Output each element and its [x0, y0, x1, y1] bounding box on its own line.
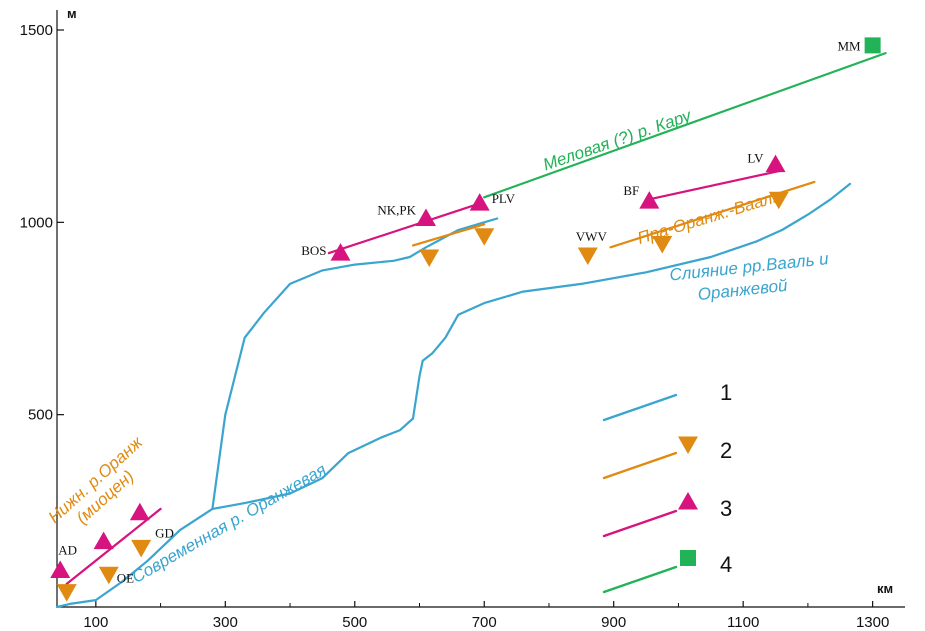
site-label: NK,PK: [377, 202, 416, 217]
x-tick-label: 900: [601, 614, 626, 631]
marker-triangle-up: [469, 193, 490, 211]
axes: 500 1000 1500 100 300 500 700 900 1100 1300 м км: [20, 6, 905, 631]
marker-triangle-up: [129, 502, 150, 521]
series-line-nk_plv: [327, 202, 483, 255]
legend-line: [602, 451, 678, 480]
x-tick-label: 700: [472, 614, 497, 631]
y-tick-label: 1000: [20, 214, 53, 231]
x-tick-label: 100: [83, 614, 108, 631]
marker-triangle-down: [419, 249, 440, 267]
site-label: GD: [155, 525, 174, 540]
marker-triangle-up: [93, 531, 114, 550]
x-tick-label: 500: [342, 614, 367, 631]
series-line-modern_orange: [55, 182, 852, 609]
marker-triangle-down: [131, 539, 152, 558]
legend-label: 1: [720, 380, 732, 405]
x-tick-label: 1300: [856, 614, 889, 631]
y-axis-unit: м: [67, 6, 77, 21]
marker-triangle-up: [50, 560, 71, 578]
series-line-pra_orange_vaal_magenta: [648, 169, 784, 201]
y-tick-label: 500: [28, 407, 53, 424]
marker-triangle-up: [639, 191, 660, 209]
marker-triangle-down: [577, 247, 598, 266]
site-label: PLV: [492, 191, 516, 206]
marker-triangle-up: [330, 243, 351, 261]
marker-triangle-down: [474, 228, 495, 246]
marker-square: [864, 37, 881, 54]
series-line-branch_upper: [211, 217, 499, 510]
legend-line: [602, 509, 678, 538]
marker-triangle-down: [98, 566, 119, 585]
curve-annotation: Меловая (?) р. Кару: [541, 105, 695, 174]
marker-triangle-up: [765, 154, 786, 173]
legend-label: 2: [720, 438, 732, 463]
series-line-nk_plv_orange: [411, 223, 486, 247]
curve-annotation: Современная р. Оранжевая: [129, 460, 330, 587]
marker-triangle-down: [652, 235, 673, 254]
series-lines: [55, 52, 887, 609]
legend-marker-square: [680, 550, 696, 566]
series-line-lower_orange_miocene: [65, 507, 162, 585]
marker-triangle-down: [56, 584, 77, 602]
site-label: MM: [838, 38, 862, 53]
legend-marker-triangle-up: [678, 492, 698, 510]
marker-triangle-down: [768, 191, 789, 210]
legend-line: [602, 565, 678, 594]
legend-label: 3: [720, 496, 732, 521]
site-label: BOS: [301, 243, 326, 258]
site-markers: AD OE GD BOS NK,PK PLV VWV BF LV MM: [50, 37, 881, 602]
legend-label: 4: [720, 552, 732, 577]
legend: 1 2 3 4: [602, 380, 732, 594]
x-axis-unit: км: [877, 581, 893, 596]
y-tick-label: 1500: [20, 22, 53, 39]
site-label: BF: [623, 183, 639, 198]
series-line-cretaceous_karoo: [483, 52, 887, 199]
legend-line: [602, 393, 678, 422]
x-tick-label: 300: [213, 614, 238, 631]
site-label: VWV: [576, 229, 608, 244]
legend-marker-triangle-down: [678, 436, 698, 454]
site-label: AD: [58, 542, 77, 557]
site-label: LV: [747, 151, 764, 166]
site-label: OE: [117, 570, 134, 585]
marker-triangle-up: [415, 208, 436, 226]
x-tick-label: 1100: [727, 614, 759, 631]
